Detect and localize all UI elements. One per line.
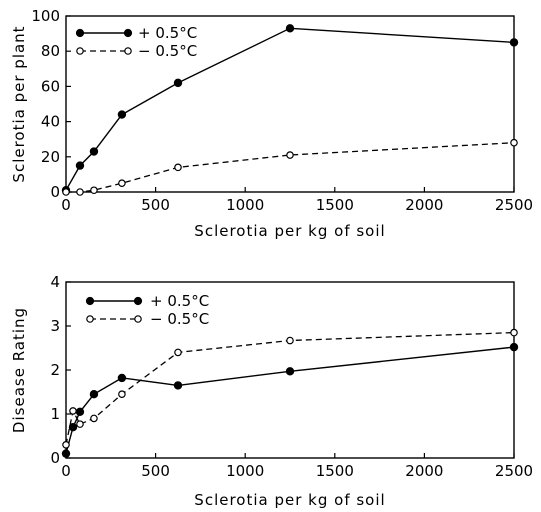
data-point-warm bbox=[509, 342, 519, 352]
x-tick-label: 2500 bbox=[495, 196, 533, 214]
data-point-warm bbox=[89, 147, 99, 156]
data-point-warm bbox=[285, 367, 295, 376]
y-tick-label: 40 bbox=[41, 113, 60, 131]
series-line-cool bbox=[65, 331, 515, 445]
x-tick-label: 500 bbox=[141, 462, 170, 480]
y-tick-label: 2 bbox=[50, 361, 60, 379]
y-tick-label: 3 bbox=[50, 317, 60, 335]
legend-marker-cool-open bbox=[124, 47, 132, 55]
data-point-warm bbox=[285, 24, 295, 33]
chart-sclerotia-per-plant: 0 500 1000 1500 2000 2500 0 20 40 60 80 100 + 0.5°C… bbox=[10, 7, 533, 240]
data-point-warm bbox=[68, 423, 78, 432]
data-point-warm bbox=[173, 381, 183, 390]
y-tick-label: 4 bbox=[50, 273, 60, 291]
y-tick-label: 0 bbox=[50, 183, 60, 201]
data-point-cool bbox=[286, 336, 294, 345]
legend-label-warm: + 0.5°C bbox=[150, 292, 209, 310]
data-point-warm bbox=[173, 78, 183, 88]
legend-marker-cool-open bbox=[76, 47, 84, 55]
data-point-cool bbox=[90, 186, 98, 195]
legend-bottom: + 0.5°C − 0.5°C bbox=[85, 292, 209, 328]
data-point-cool bbox=[510, 138, 518, 147]
data-point-warm bbox=[89, 390, 99, 399]
series-lines-bottom bbox=[65, 331, 515, 454]
x-tick-label: 500 bbox=[141, 196, 170, 214]
chart-disease-rating: 0 500 1000 1500 2000 2500 0 1 2 3 4 + 0.5°C − 0.5°… bbox=[10, 273, 533, 509]
series-line-warm bbox=[65, 27, 515, 191]
data-point-cool bbox=[90, 414, 98, 423]
data-point-cool bbox=[174, 348, 182, 357]
data-point-cool bbox=[118, 390, 126, 399]
x-tick-label: 1000 bbox=[226, 462, 264, 480]
y-tick-label: 100 bbox=[31, 7, 60, 25]
x-tick-label: 1000 bbox=[226, 196, 264, 214]
y-tick-label: 20 bbox=[41, 148, 60, 166]
x-axis-label-top: Sclerotia per kg of soil bbox=[194, 222, 385, 240]
legend-marker-warm-filled bbox=[85, 296, 95, 306]
axis-ticks-bottom: 0 500 1000 1500 2000 2500 0 1 2 3 4 bbox=[50, 273, 533, 480]
y-tick-label: 60 bbox=[41, 77, 60, 95]
x-tick-label: 1500 bbox=[316, 196, 354, 214]
data-point-cool bbox=[62, 188, 70, 196]
data-point-warm bbox=[117, 110, 127, 119]
plot-frame-top bbox=[65, 15, 515, 193]
x-axis-label-bottom: Sclerotia per kg of soil bbox=[194, 491, 385, 509]
data-point-cool bbox=[510, 328, 518, 337]
data-point-warm bbox=[117, 373, 127, 383]
data-point-warm bbox=[509, 38, 519, 47]
data-point-cool bbox=[76, 188, 84, 196]
series-line-warm bbox=[65, 346, 515, 454]
legend-marker-cool-open bbox=[86, 315, 94, 323]
legend-label-cool: − 0.5°C bbox=[150, 310, 209, 328]
data-point-warm bbox=[75, 407, 85, 416]
data-point-warm bbox=[75, 161, 85, 170]
legend-marker-warm-filled bbox=[123, 28, 133, 38]
legend-marker-warm-filled bbox=[75, 28, 85, 38]
x-tick-label: 2000 bbox=[405, 196, 443, 214]
data-point-cool bbox=[118, 179, 126, 188]
data-point-cool bbox=[76, 420, 84, 428]
x-tick-label: 1500 bbox=[316, 462, 354, 480]
x-tick-label: 2000 bbox=[405, 462, 443, 480]
x-tick-label: 0 bbox=[61, 196, 71, 214]
legend-label-cool: − 0.5°C bbox=[138, 42, 197, 60]
series-line-cool bbox=[66, 142, 515, 193]
x-tick-label: 0 bbox=[61, 462, 71, 480]
data-point-warm bbox=[61, 449, 71, 458]
data-point-cool bbox=[286, 151, 294, 159]
data-points-top bbox=[61, 24, 519, 196]
data-point-cool bbox=[174, 163, 182, 172]
legend-top: + 0.5°C − 0.5°C bbox=[75, 24, 197, 60]
y-tick-label: 80 bbox=[41, 42, 60, 60]
data-point-cool bbox=[69, 407, 77, 415]
legend-marker-cool-open bbox=[134, 315, 142, 323]
legend-label-warm: + 0.5°C bbox=[138, 24, 197, 42]
data-points-bottom bbox=[61, 328, 519, 458]
data-point-cool bbox=[62, 440, 70, 449]
y-axis-label-bottom: Disease Rating bbox=[10, 307, 28, 433]
y-tick-label: 1 bbox=[50, 405, 60, 423]
axis-ticks-top: 0 500 1000 1500 2000 2500 0 20 40 60 80 100 bbox=[31, 7, 533, 214]
y-tick-label: 0 bbox=[50, 449, 60, 467]
x-tick-label: 2500 bbox=[495, 462, 533, 480]
y-axis-label-top: Sclerotia per plant bbox=[10, 25, 28, 182]
series-lines-top bbox=[65, 27, 515, 193]
legend-marker-warm-filled bbox=[133, 296, 143, 306]
